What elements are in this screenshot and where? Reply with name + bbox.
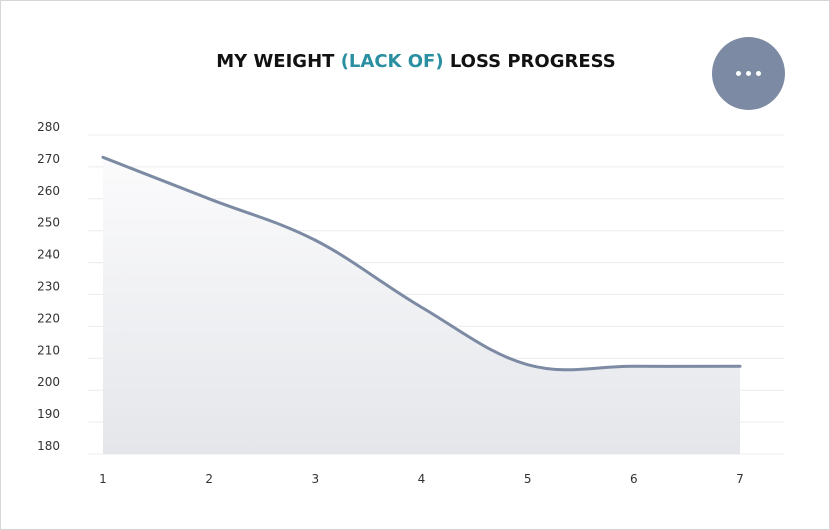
weight-area-fill bbox=[103, 157, 740, 454]
chart-title: MY WEIGHT (LACK OF) LOSS PROGRESS bbox=[1, 51, 830, 72]
y-tick-label: 260 bbox=[37, 184, 60, 198]
more-horizontal-icon-dot bbox=[746, 71, 751, 76]
y-tick-label: 230 bbox=[37, 280, 60, 294]
x-tick-label: 5 bbox=[524, 472, 532, 486]
y-tick-label: 270 bbox=[37, 152, 60, 166]
x-tick-label: 3 bbox=[312, 472, 320, 486]
more-options-button[interactable] bbox=[712, 37, 785, 110]
x-axis-ticks: 1 2 3 4 5 6 7 bbox=[99, 472, 744, 486]
y-tick-label: 240 bbox=[37, 248, 60, 262]
series-line-layer bbox=[101, 155, 742, 372]
y-tick-label: 180 bbox=[37, 439, 60, 453]
x-tick-label: 6 bbox=[630, 472, 638, 486]
more-horizontal-icon bbox=[736, 71, 741, 76]
x-tick-label: 7 bbox=[736, 472, 744, 486]
y-tick-label: 200 bbox=[37, 375, 60, 389]
chart-title-accent: (LACK OF) bbox=[340, 51, 444, 72]
y-tick-label: 250 bbox=[37, 216, 60, 230]
y-tick-label: 280 bbox=[37, 120, 60, 134]
x-tick-label: 2 bbox=[205, 472, 213, 486]
x-tick-label: 1 bbox=[99, 472, 107, 486]
more-horizontal-icon-dot bbox=[756, 71, 761, 76]
chart-title-part2: LOSS PROGRESS bbox=[443, 51, 616, 72]
y-tick-label: 220 bbox=[37, 311, 60, 325]
area-fill-layer bbox=[103, 157, 740, 454]
weight-series-line bbox=[101, 155, 742, 372]
y-axis-ticks: 180 190 200 210 220 230 240 250 260 270 280 bbox=[37, 120, 60, 453]
y-tick-label: 190 bbox=[37, 407, 60, 421]
y-tick-label: 210 bbox=[37, 343, 60, 357]
chart-title-part1: MY WEIGHT bbox=[216, 51, 341, 72]
x-tick-label: 4 bbox=[418, 472, 426, 486]
